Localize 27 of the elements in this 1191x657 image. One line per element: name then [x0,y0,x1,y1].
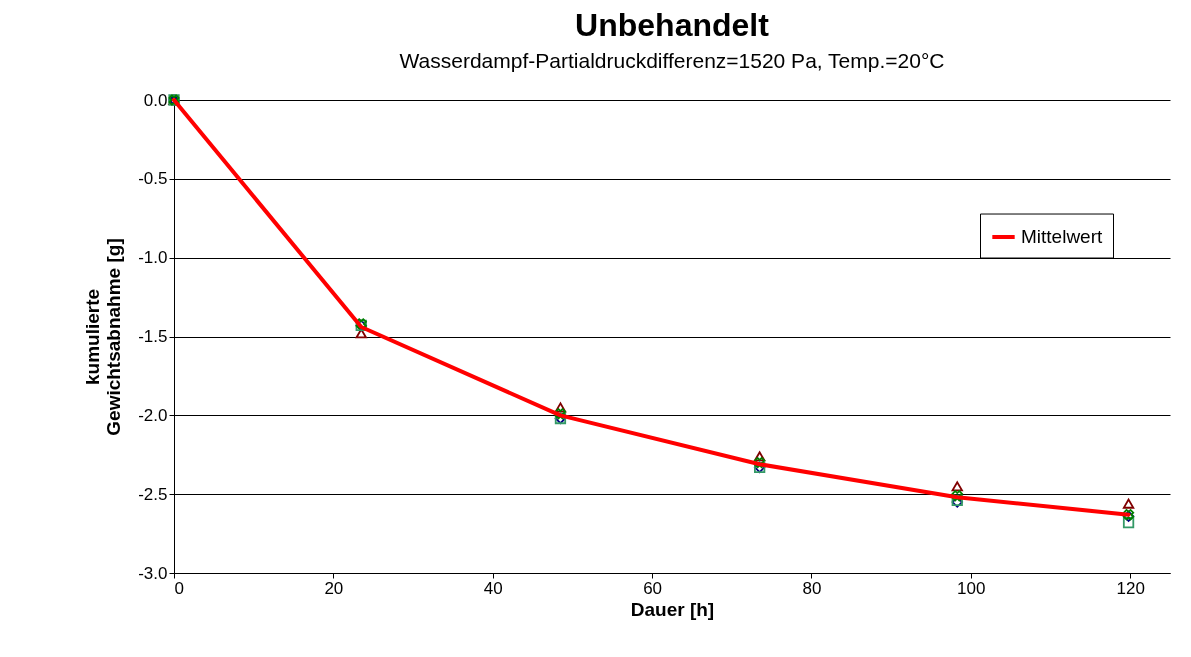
point [951,490,963,502]
y-tick-label: -3.0 [138,563,168,583]
x-tick-label: 40 [483,578,503,598]
y-tick-label: -2.0 [138,405,168,425]
x-tick-label: 120 [1116,578,1145,598]
x-axis-title: Dauer [h] [630,598,715,620]
x-tick-label: 0 [174,578,184,598]
y-tick-label: -1.0 [138,248,168,268]
chart-title: Unbehandelt [575,7,770,43]
y-tick-label: -1.5 [138,327,168,346]
chart-subtitle: Wasserdampf-Partialdruckdifferenz=1520 Pa, Temp.=20°C [399,49,945,72]
point [951,481,963,492]
y-axis-title: kumulierte Gewichtsabnahme [g] [82,238,125,436]
x-tick-label: 80 [802,578,822,598]
x-tick-label: 100 [957,578,986,598]
point [754,451,766,462]
legend-label: Mittelwert [1021,226,1104,248]
point [754,457,766,469]
y-tick-label: -2.5 [138,484,168,504]
x-tick-label: 60 [643,578,663,598]
y-tick-label: -0.5 [138,169,168,189]
point [1122,498,1135,509]
point [554,408,567,420]
x-tick-label: 20 [324,578,344,598]
y-tick-label: 0.0 [143,90,168,110]
point [554,402,567,413]
point [1122,516,1135,529]
